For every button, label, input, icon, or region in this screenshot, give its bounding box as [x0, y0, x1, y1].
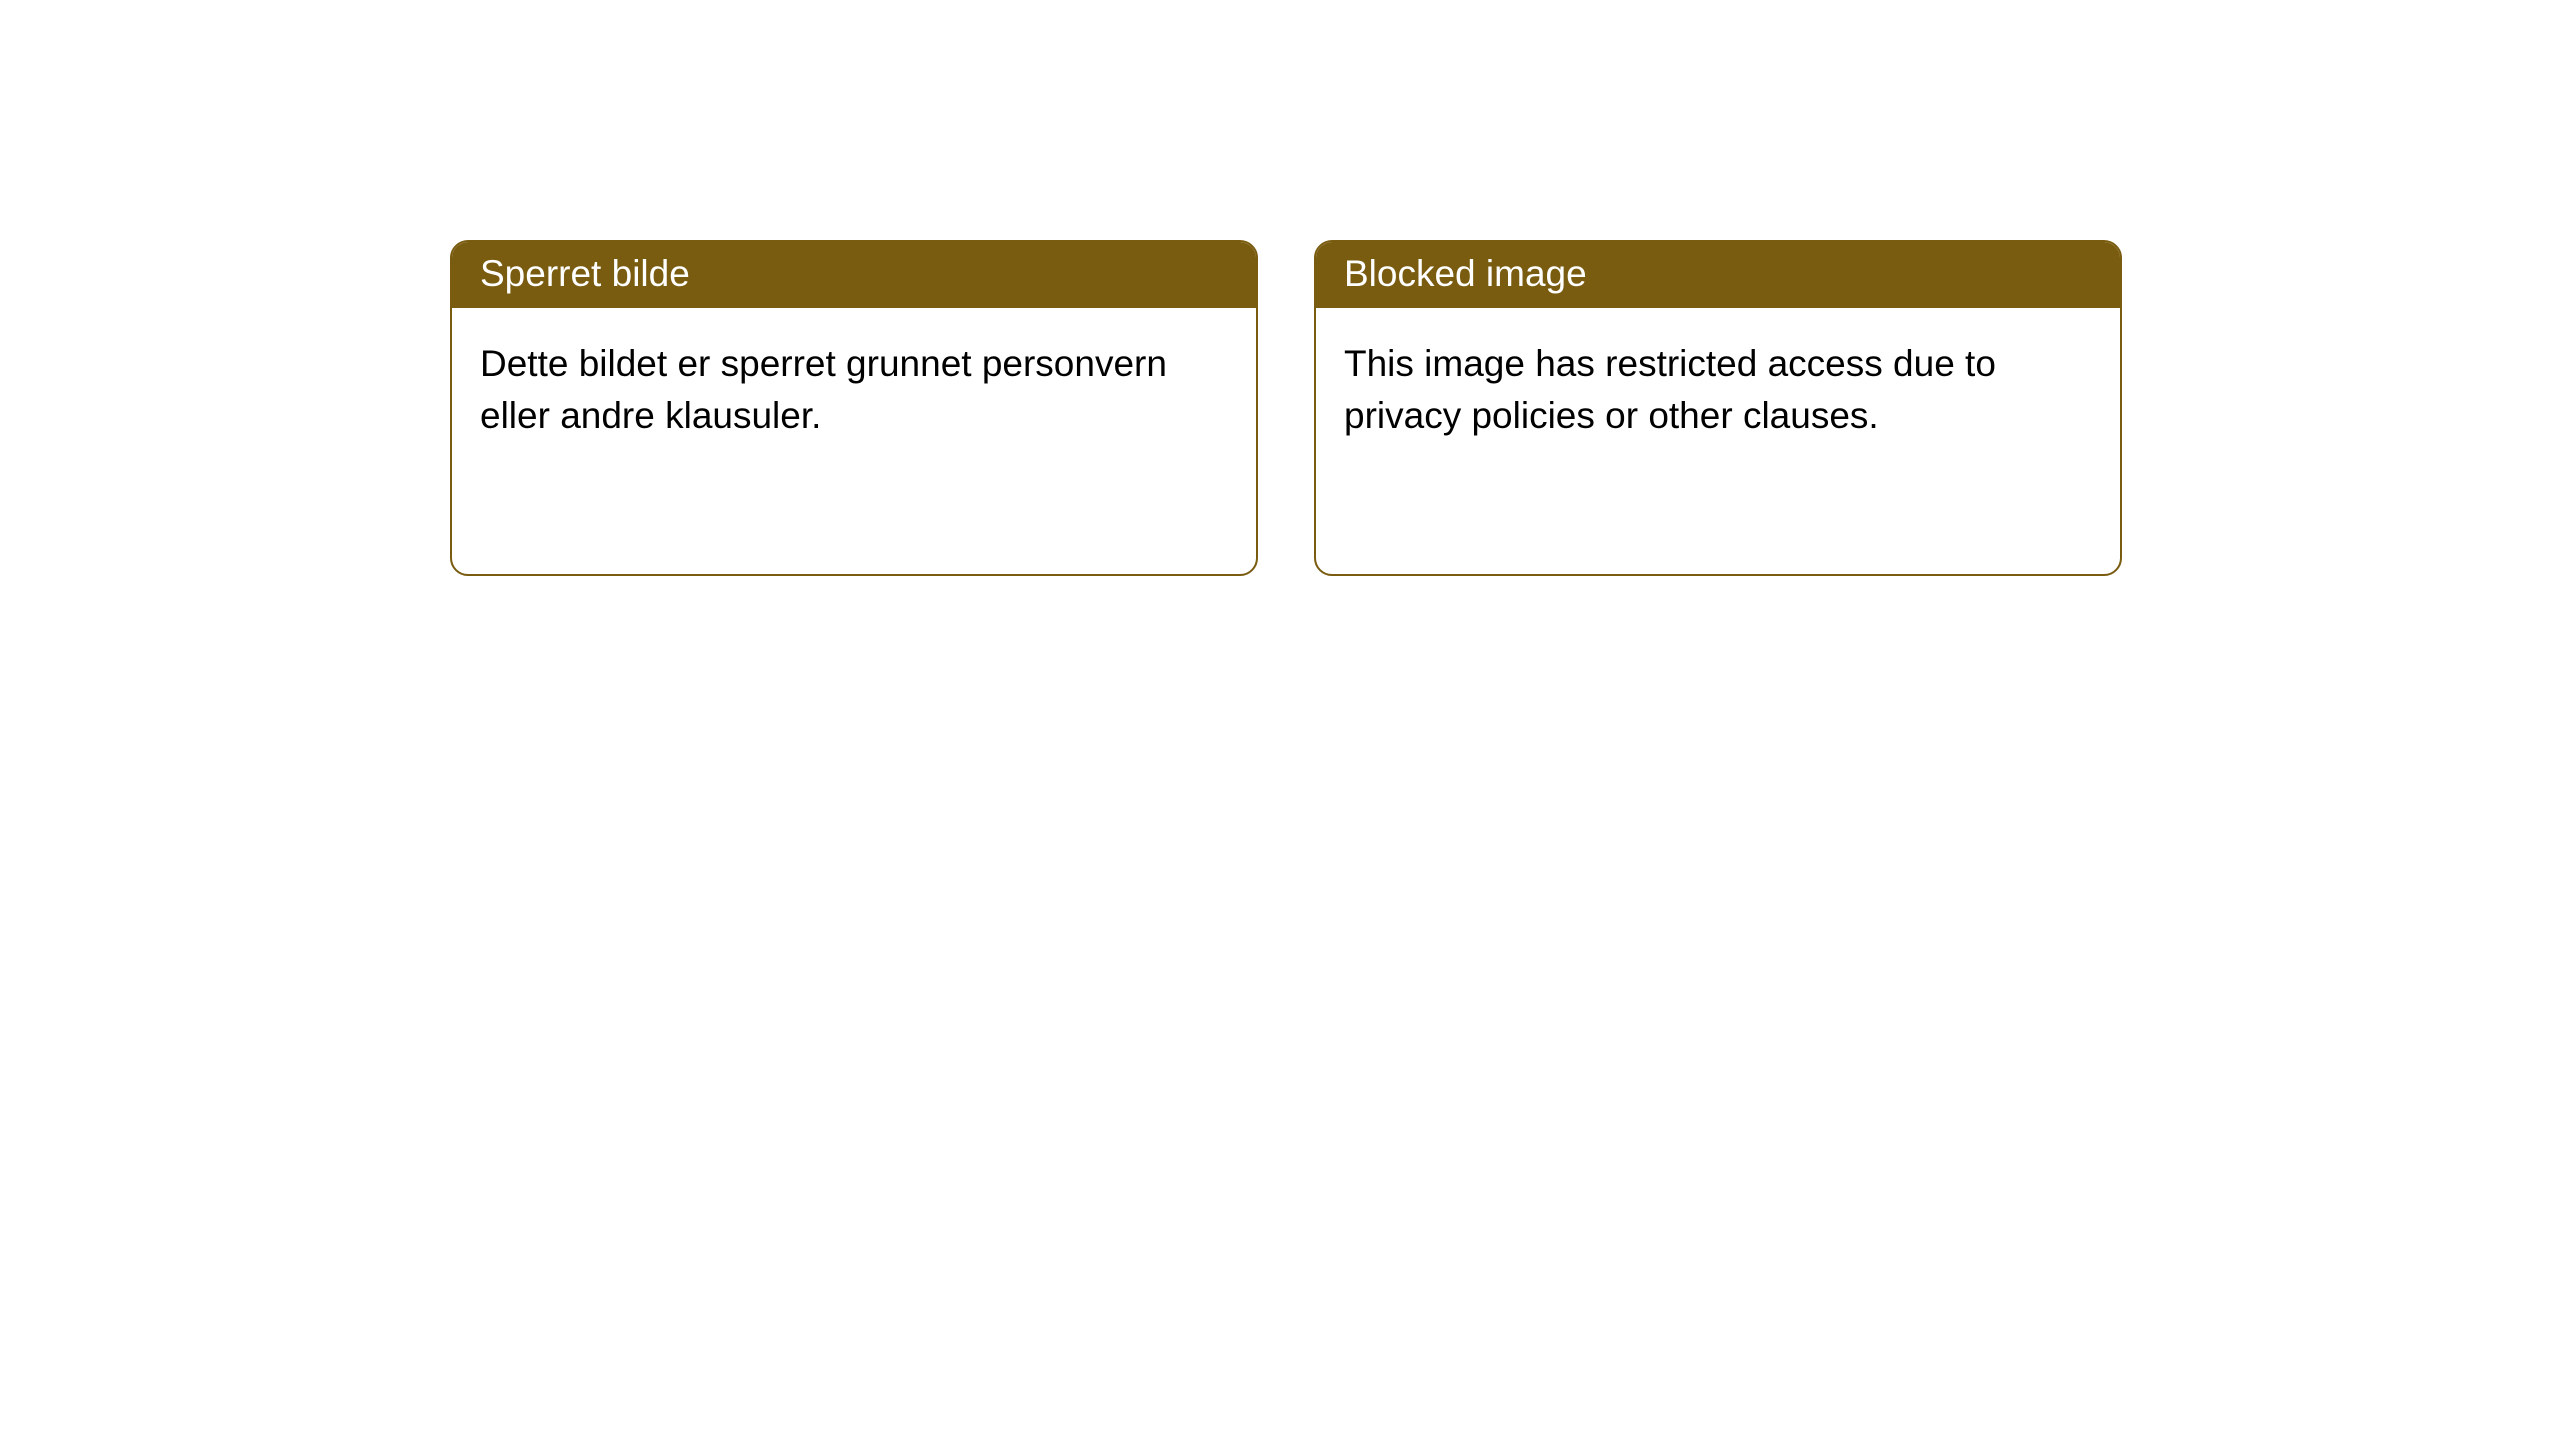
notice-card-norwegian: Sperret bilde Dette bildet er sperret gr…	[450, 240, 1258, 576]
notice-body-text: Dette bildet er sperret grunnet personve…	[452, 308, 1256, 472]
notice-header: Blocked image	[1316, 242, 2120, 308]
notice-header: Sperret bilde	[452, 242, 1256, 308]
notice-container: Sperret bilde Dette bildet er sperret gr…	[0, 0, 2560, 576]
notice-card-english: Blocked image This image has restricted …	[1314, 240, 2122, 576]
notice-body-text: This image has restricted access due to …	[1316, 308, 2120, 472]
